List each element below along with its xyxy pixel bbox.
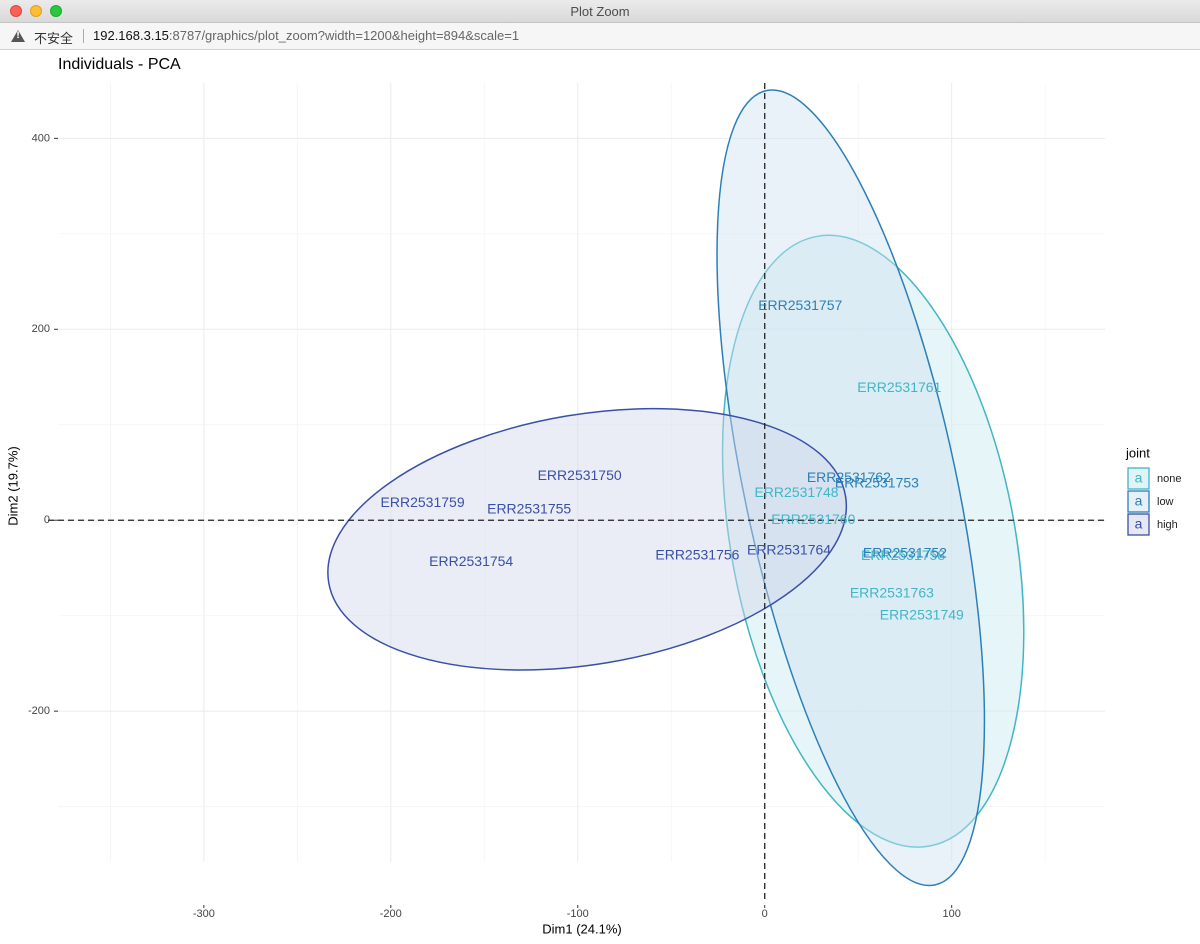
legend: joint a none a low a high <box>1125 445 1181 536</box>
minimize-window-button[interactable] <box>30 5 42 17</box>
confidence-ellipse-none <box>721 234 1025 848</box>
point-label: ERR2531756 <box>655 546 739 562</box>
warning-icon[interactable] <box>11 30 25 42</box>
point-label: ERR2531763 <box>850 584 934 600</box>
x-tick-label: -100 <box>567 908 589 920</box>
point-label: ERR2531759 <box>381 494 465 510</box>
legend-glyph: a <box>1135 516 1143 532</box>
x-tick-label: -300 <box>193 908 215 920</box>
url-text[interactable]: 192.168.3.15:8787/graphics/plot_zoom?wid… <box>93 28 519 43</box>
point-label: ERR2531749 <box>880 606 964 622</box>
chart-title: Individuals - PCA <box>58 56 181 73</box>
point-label: ERR2531757 <box>758 297 842 313</box>
legend-label-none: none <box>1157 473 1181 485</box>
point-label: ERR2531762 <box>807 469 891 485</box>
reference-lines <box>48 83 1105 902</box>
insecure-label[interactable]: 不安全 <box>34 32 74 47</box>
point-label: ERR2531758 <box>861 547 945 563</box>
ellipse-group-high <box>327 407 848 671</box>
point-label: ERR2531755 <box>487 500 571 516</box>
legend-key-none <box>1127 467 1150 490</box>
legend-glyph: a <box>1135 493 1143 509</box>
ellipse-group-low <box>716 89 986 887</box>
point-label: ERR2531748 <box>754 484 838 500</box>
address-bar[interactable]: 不安全 192.168.3.15:8787/graphics/plot_zoom… <box>0 23 1200 50</box>
maximize-window-button[interactable] <box>50 5 62 17</box>
legend-key-high <box>1127 513 1150 536</box>
y-tick-label: 200 <box>32 323 50 335</box>
window-title: Plot Zoom <box>570 4 630 19</box>
confidence-ellipses <box>327 89 1025 887</box>
x-tick-label: 0 <box>762 908 768 920</box>
confidence-ellipse-low <box>716 89 986 887</box>
address-separator <box>83 29 84 43</box>
pca-chart: ERR2531761 ERR2531748 ERR2531760 ERR2531758… <box>5 83 1181 936</box>
y-tick-label: 400 <box>32 132 50 144</box>
legend-key-low <box>1127 490 1150 513</box>
point-labels: ERR2531761 ERR2531748 ERR2531760 ERR2531758… <box>381 297 964 622</box>
x-tick-label: 100 <box>943 908 961 920</box>
url-path: :8787/graphics/plot_zoom?width=1200&heig… <box>168 28 520 43</box>
point-label: ERR2531750 <box>538 467 622 483</box>
point-label: ERR2531754 <box>429 553 513 569</box>
url-host: 192.168.3.15 <box>93 28 169 43</box>
point-label: ERR2531764 <box>747 541 831 557</box>
legend-label-high: high <box>1157 519 1178 531</box>
point-label: ERR2531761 <box>857 379 941 395</box>
y-tick-label: -200 <box>28 705 50 717</box>
x-tick-label: -200 <box>380 908 402 920</box>
ellipse-group-none <box>721 234 1025 848</box>
legend-title: joint <box>1125 445 1150 460</box>
point-label: ERR2531753 <box>835 475 919 491</box>
confidence-ellipse-high <box>327 407 848 671</box>
y-tick-label: 0 <box>44 514 50 526</box>
legend-label-low: low <box>1157 496 1174 508</box>
title-bar: Plot Zoom <box>0 0 1200 23</box>
grid-layer <box>58 83 1105 862</box>
point-label: ERR2531760 <box>771 511 855 527</box>
x-axis-label: Dim1 (24.1%) <box>542 921 621 936</box>
legend-glyph: a <box>1135 470 1143 486</box>
plot-area: ERR2531761 ERR2531748 ERR2531760 ERR2531758… <box>0 50 1200 944</box>
axes: -300 -200 -100 0 100 -200 0 200 400 Dim1 (24.1%) D… <box>5 132 960 936</box>
y-axis-label: Dim2 (19.7%) <box>5 446 20 525</box>
close-window-button[interactable] <box>10 5 22 17</box>
point-label: ERR2531752 <box>863 544 947 560</box>
